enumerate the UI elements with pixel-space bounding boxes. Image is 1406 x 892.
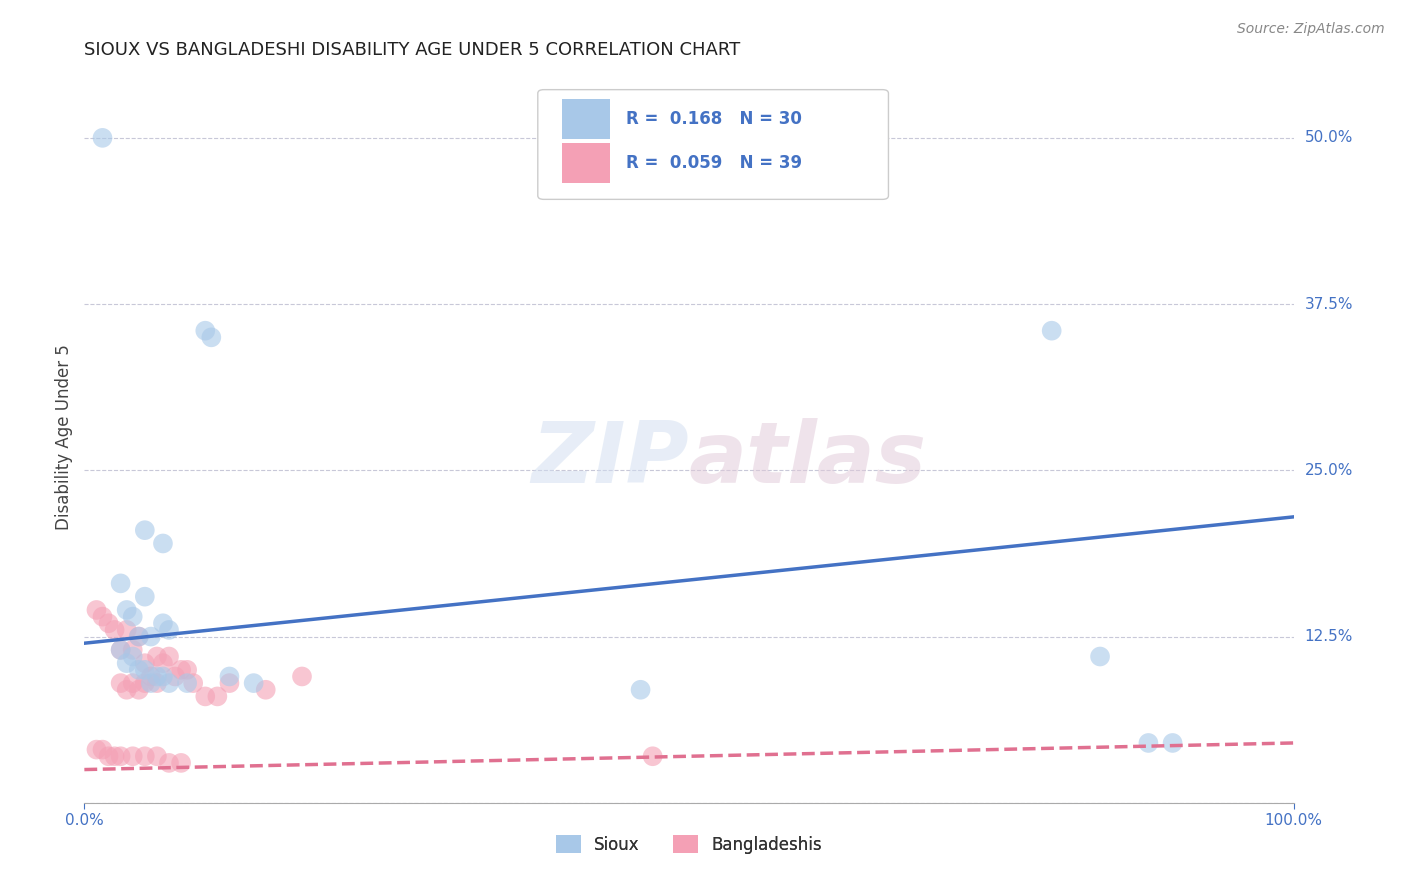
- Point: [91, 742, 114, 756]
- Point: [146, 649, 169, 664]
- Point: [181, 676, 204, 690]
- Text: 12.5%: 12.5%: [1305, 629, 1353, 644]
- Point: [121, 609, 143, 624]
- Point: [134, 523, 156, 537]
- Point: [115, 656, 138, 670]
- Point: [121, 649, 143, 664]
- Text: 50.0%: 50.0%: [1305, 130, 1353, 145]
- Point: [110, 643, 132, 657]
- Point: [176, 676, 198, 690]
- Point: [207, 690, 229, 704]
- Point: [146, 749, 169, 764]
- Point: [121, 749, 143, 764]
- Point: [91, 609, 114, 624]
- Point: [291, 669, 314, 683]
- Text: 25.0%: 25.0%: [1305, 463, 1353, 478]
- Point: [139, 676, 162, 690]
- Point: [139, 630, 162, 644]
- Point: [121, 643, 143, 657]
- Point: [134, 749, 156, 764]
- Point: [152, 669, 174, 683]
- Text: R =  0.059   N = 39: R = 0.059 N = 39: [626, 153, 803, 172]
- Point: [1040, 324, 1063, 338]
- Point: [134, 663, 156, 677]
- FancyBboxPatch shape: [562, 143, 610, 183]
- Text: atlas: atlas: [689, 417, 927, 500]
- Point: [128, 682, 150, 697]
- Point: [97, 749, 120, 764]
- Point: [152, 536, 174, 550]
- Point: [97, 616, 120, 631]
- Point: [218, 676, 240, 690]
- Point: [170, 756, 193, 770]
- Point: [128, 630, 150, 644]
- Text: ZIP: ZIP: [531, 417, 689, 500]
- Point: [170, 663, 193, 677]
- Point: [115, 623, 138, 637]
- Point: [1088, 649, 1111, 664]
- Point: [104, 749, 127, 764]
- Point: [86, 603, 108, 617]
- Point: [1161, 736, 1184, 750]
- Point: [1137, 736, 1160, 750]
- Text: SIOUX VS BANGLADESHI DISABILITY AGE UNDER 5 CORRELATION CHART: SIOUX VS BANGLADESHI DISABILITY AGE UNDE…: [84, 41, 741, 59]
- FancyBboxPatch shape: [562, 99, 610, 139]
- Point: [157, 649, 180, 664]
- FancyBboxPatch shape: [538, 90, 889, 200]
- Text: R =  0.168   N = 30: R = 0.168 N = 30: [626, 110, 801, 128]
- Point: [200, 330, 222, 344]
- Point: [157, 623, 180, 637]
- Point: [194, 324, 217, 338]
- Point: [134, 676, 156, 690]
- Point: [86, 742, 108, 756]
- Point: [115, 682, 138, 697]
- Point: [134, 656, 156, 670]
- Point: [254, 682, 277, 697]
- Point: [121, 676, 143, 690]
- Point: [157, 756, 180, 770]
- Point: [152, 616, 174, 631]
- Point: [152, 656, 174, 670]
- Y-axis label: Disability Age Under 5: Disability Age Under 5: [55, 344, 73, 530]
- Point: [176, 663, 198, 677]
- Point: [134, 590, 156, 604]
- Point: [641, 749, 664, 764]
- Point: [194, 690, 217, 704]
- Point: [128, 630, 150, 644]
- Point: [91, 131, 114, 145]
- Text: Source: ZipAtlas.com: Source: ZipAtlas.com: [1237, 22, 1385, 37]
- Point: [128, 663, 150, 677]
- Point: [157, 676, 180, 690]
- Point: [110, 643, 132, 657]
- Point: [115, 603, 138, 617]
- Point: [110, 576, 132, 591]
- Point: [110, 676, 132, 690]
- Point: [218, 669, 240, 683]
- Point: [146, 669, 169, 683]
- Point: [242, 676, 264, 690]
- Point: [165, 669, 187, 683]
- Text: 37.5%: 37.5%: [1305, 297, 1353, 311]
- Point: [146, 676, 169, 690]
- Point: [139, 669, 162, 683]
- Legend: Sioux, Bangladeshis: Sioux, Bangladeshis: [550, 829, 828, 860]
- Point: [630, 682, 652, 697]
- Point: [110, 749, 132, 764]
- Point: [104, 623, 127, 637]
